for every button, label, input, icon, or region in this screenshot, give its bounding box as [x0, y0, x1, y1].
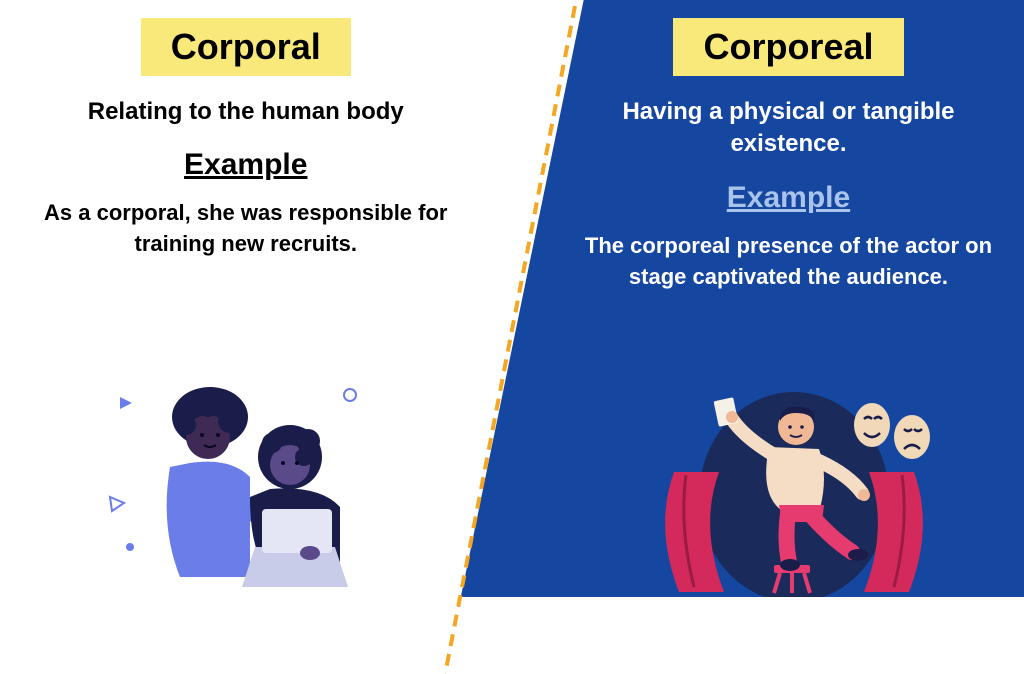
right-example-heading: Example [727, 181, 850, 215]
left-definition: Relating to the human body [68, 96, 424, 128]
infographic-container: Corporal Relating to the human body Exam… [0, 0, 1024, 597]
right-panel: Corporeal Having a physical or tangible … [553, 0, 1024, 597]
right-definition: Having a physical or tangible existence. [553, 96, 1024, 161]
right-title-chip: Corporeal [673, 18, 903, 76]
left-title-chip: Corporal [141, 18, 351, 76]
two-people-laptop-illustration [90, 377, 410, 597]
left-panel: Corporal Relating to the human body Exam… [0, 0, 492, 597]
left-example-heading: Example [184, 148, 307, 182]
actor-on-stage-illustration [624, 377, 964, 597]
right-example-text: The corporeal presence of the actor on s… [553, 231, 1024, 293]
left-example-text: As a corporal, she was responsible for t… [0, 198, 492, 260]
